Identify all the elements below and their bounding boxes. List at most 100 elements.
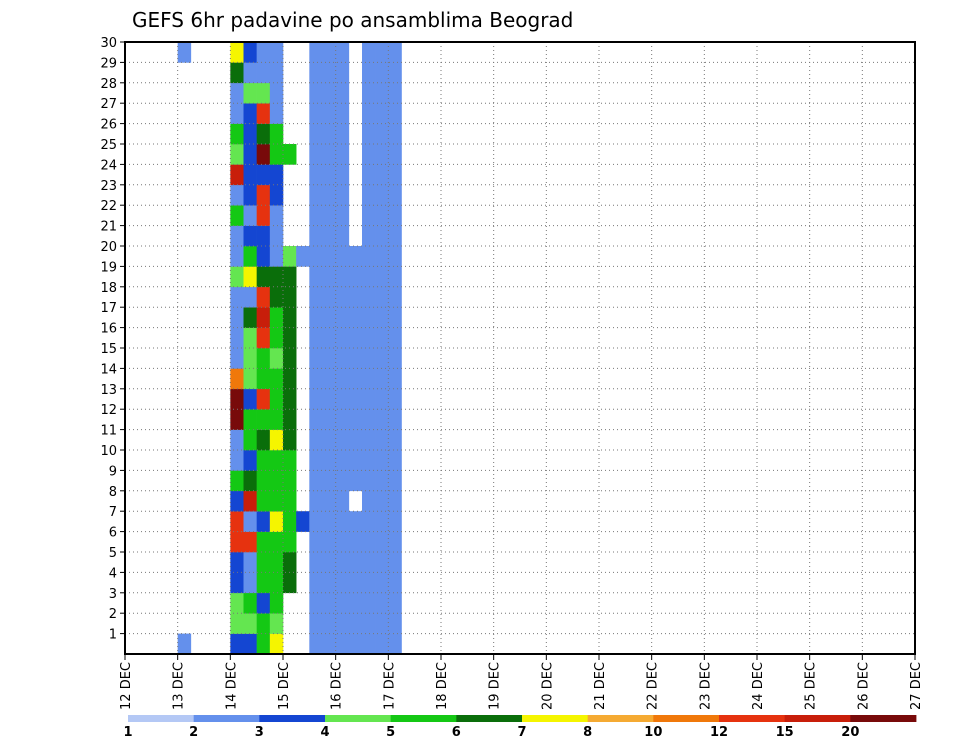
x-tick-label: 16 DEC (330, 662, 345, 710)
heatmap-cell (322, 552, 336, 573)
heatmap-cell (256, 42, 271, 63)
heatmap-cell (283, 511, 297, 532)
heatmap-cell (283, 246, 297, 267)
heatmap-cell (388, 531, 402, 553)
heatmap-cell (375, 246, 389, 267)
heatmap-cell (362, 409, 376, 430)
heatmap-cell (309, 531, 323, 553)
heatmap-cell (362, 327, 376, 349)
heatmap-cell (256, 511, 271, 532)
heatmap-cell (230, 164, 244, 186)
heatmap-cell (388, 552, 402, 573)
heatmap-cell (230, 123, 244, 145)
colorbar-swatch (784, 715, 851, 722)
heatmap-cell (230, 246, 244, 267)
colorbar-label: 5 (386, 725, 395, 740)
heatmap-cell (269, 144, 284, 165)
heatmap-cell (388, 82, 402, 104)
heatmap-cell (230, 531, 244, 553)
colorbar-label: 6 (452, 725, 461, 740)
heatmap-cell (283, 490, 297, 512)
heatmap-cell (283, 409, 297, 430)
heatmap-cell (256, 307, 271, 328)
heatmap-cell (375, 144, 389, 165)
heatmap-cell (269, 450, 284, 471)
heatmap-cell (362, 613, 376, 634)
heatmap-cell (322, 42, 336, 63)
heatmap-cell (283, 327, 297, 349)
heatmap-cell (335, 531, 350, 553)
heatmap-cell (283, 388, 297, 410)
heatmap-cell (230, 633, 244, 655)
heatmap-cell (388, 286, 402, 308)
heatmap-cell (375, 470, 389, 492)
heatmap-cell (256, 572, 271, 594)
colorbar-swatch (325, 715, 392, 722)
heatmap-cell (322, 144, 336, 165)
heatmap-cell (348, 531, 363, 553)
x-tick-label: 13 DEC (172, 662, 187, 710)
colorbar-label: 2 (189, 725, 198, 740)
heatmap-cell (335, 572, 350, 594)
heatmap-cell (335, 450, 350, 471)
heatmap-cell (256, 368, 271, 390)
heatmap-cell (335, 633, 350, 655)
heatmap-cell (362, 307, 376, 328)
heatmap-cell (335, 266, 350, 288)
heatmap-cell (375, 633, 389, 655)
heatmap-cell (362, 531, 376, 553)
heatmap-cell (362, 246, 376, 267)
heatmap-cell (283, 286, 297, 308)
heatmap-cell (269, 82, 284, 104)
heatmap-cell (269, 490, 284, 512)
heatmap-cell (269, 225, 284, 247)
heatmap-cell (388, 572, 402, 594)
heatmap-cell (362, 511, 376, 532)
heatmap-cell (269, 429, 284, 451)
heatmap-cell (362, 429, 376, 451)
heatmap-cell (256, 144, 271, 165)
heatmap-cell (256, 592, 271, 614)
heatmap-cell (388, 164, 402, 186)
heatmap-cell (243, 103, 257, 124)
heatmap-cell (309, 123, 323, 145)
heatmap-cell (322, 531, 336, 553)
heatmap-cell (283, 307, 297, 328)
heatmap-cell (309, 144, 323, 165)
heatmap-cell (375, 82, 389, 104)
y-tick-label: 22 (100, 199, 117, 214)
heatmap-cell (269, 184, 284, 206)
heatmap-cell (388, 592, 402, 614)
heatmap-cell (243, 286, 257, 308)
heatmap-cell (388, 123, 402, 145)
heatmap-cell (322, 246, 336, 267)
heatmap-cell (269, 470, 284, 492)
heatmap-cell (375, 531, 389, 553)
heatmap-cell (309, 103, 323, 124)
heatmap-cell (256, 62, 271, 84)
heatmap-cell (269, 511, 284, 532)
heatmap-cell (335, 246, 350, 267)
y-tick-label: 30 (100, 36, 117, 51)
heatmap-cell (375, 307, 389, 328)
heatmap-cell (309, 429, 323, 451)
heatmap-cell (309, 286, 323, 308)
x-tick-label: 14 DEC (224, 662, 239, 710)
y-tick-label: 17 (100, 301, 117, 316)
heatmap-cell (256, 225, 271, 247)
heatmap-cell (256, 184, 271, 206)
heatmap-cell (309, 409, 323, 430)
colorbar-swatch (522, 715, 589, 722)
y-tick-label: 16 (100, 322, 117, 337)
heatmap-cell (230, 266, 244, 288)
heatmap-cell (388, 429, 402, 451)
heatmap-cell (230, 409, 244, 430)
heatmap-cell (362, 388, 376, 410)
heatmap-cell (388, 205, 402, 226)
heatmap-cell (362, 592, 376, 614)
heatmap-cell (309, 266, 323, 288)
heatmap-cell (230, 348, 244, 369)
heatmap-cell (230, 307, 244, 328)
heatmap-cell (335, 490, 350, 512)
heatmap-cell (230, 572, 244, 594)
